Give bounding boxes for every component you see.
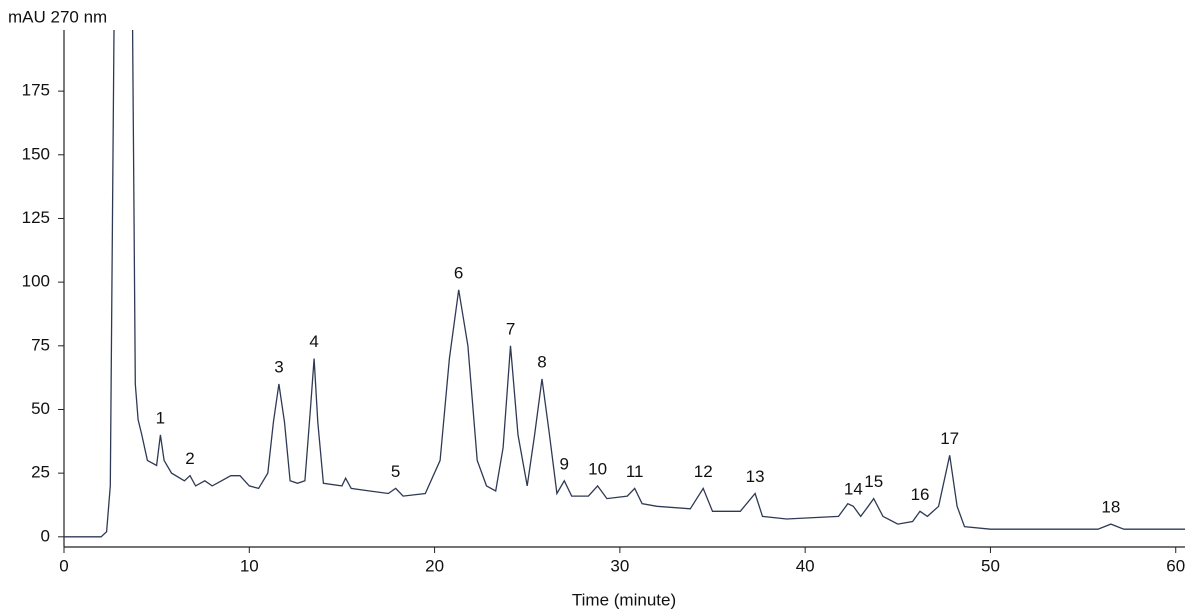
x-tick-label: 40 (796, 556, 815, 575)
x-tick-label: 0 (59, 556, 68, 575)
x-axis-label: Time (minute) (572, 590, 676, 609)
peak-label: 7 (506, 319, 515, 338)
peak-label: 6 (454, 263, 463, 282)
peak-label: 11 (626, 462, 644, 481)
peak-label: 10 (588, 459, 607, 478)
y-tick-label: 0 (41, 526, 50, 545)
peak-label: 4 (309, 332, 318, 351)
peak-label: 8 (537, 352, 546, 371)
y-tick-label: 75 (31, 335, 50, 354)
x-tick-label: 20 (425, 556, 444, 575)
peak-label: 14 (844, 480, 863, 499)
peak-label: 3 (274, 357, 283, 376)
y-tick-label: 25 (31, 463, 50, 482)
peak-label: 2 (185, 449, 194, 468)
peak-label: 16 (911, 485, 930, 504)
peak-label: 5 (391, 462, 400, 481)
y-tick-label: 125 (22, 208, 50, 227)
peak-label: 15 (864, 472, 883, 491)
chromatogram-line (64, 30, 1185, 538)
y-tick-label: 50 (31, 399, 50, 418)
peak-label: 9 (560, 454, 569, 473)
y-tick-label: 175 (22, 81, 50, 100)
x-tick-label: 30 (610, 556, 629, 575)
x-tick-label: 50 (981, 556, 1000, 575)
peak-label: 18 (1101, 498, 1120, 517)
y-tick-label: 150 (22, 144, 50, 163)
x-tick-label: 10 (240, 556, 259, 575)
plot-area (64, 30, 1185, 538)
x-tick-label: 60 (1166, 556, 1185, 575)
peak-label: 13 (746, 467, 765, 486)
peak-label: 17 (940, 429, 959, 448)
y-tick-label: 100 (22, 272, 50, 291)
peak-label: 12 (694, 462, 713, 481)
y-axis-label: mAU 270 nm (8, 7, 107, 26)
peak-label: 1 (156, 408, 165, 427)
